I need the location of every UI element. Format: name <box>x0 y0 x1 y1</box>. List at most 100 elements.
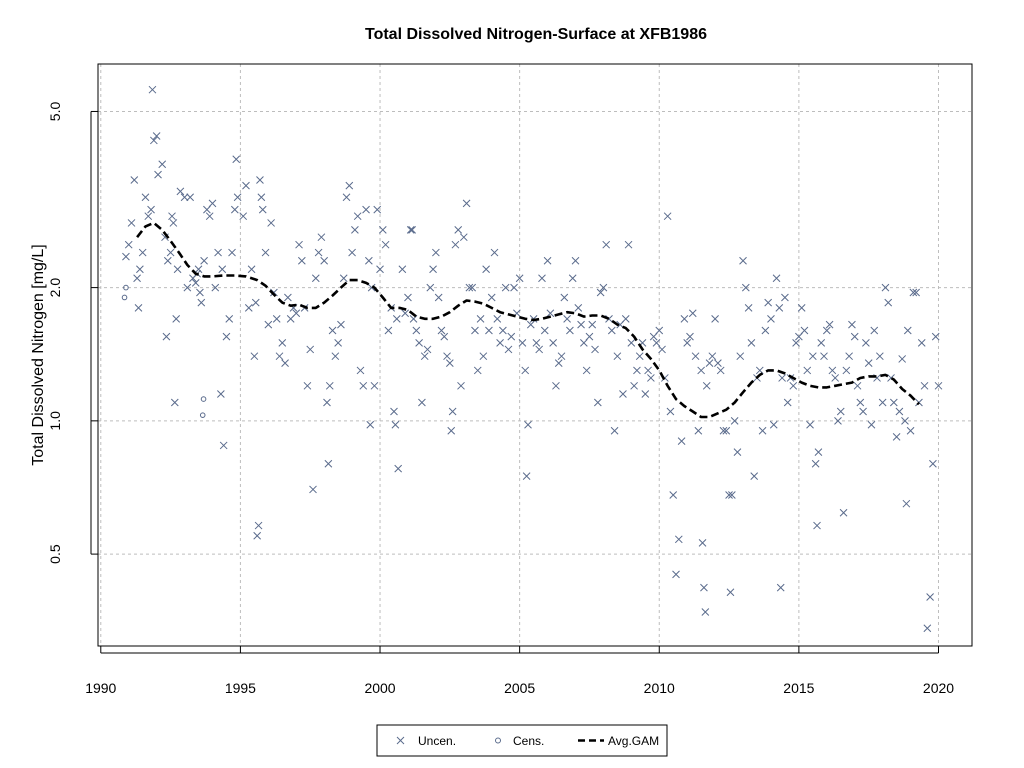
uncensored-point <box>504 345 513 354</box>
uncensored-point <box>736 352 745 361</box>
uncensored-point <box>373 205 382 214</box>
uncensored-point <box>716 366 725 375</box>
uncensored-point <box>875 352 884 361</box>
uncensored-point <box>747 339 756 347</box>
uncensored-point <box>445 359 454 368</box>
uncensored-point <box>549 339 558 347</box>
legend-label-cens: Cens. <box>513 734 544 748</box>
uncensored-point <box>686 332 694 341</box>
uncensored-point <box>580 339 588 347</box>
uncensored-point <box>158 160 167 169</box>
uncensored-point <box>761 326 770 335</box>
uncensored-point <box>124 240 133 249</box>
uncensored-point <box>599 283 608 292</box>
uncensored-point <box>454 226 463 234</box>
uncensored-point <box>783 398 792 407</box>
uncensored-point <box>473 366 482 375</box>
uncensored-point <box>362 205 370 214</box>
uncensored-point <box>398 265 407 274</box>
uncensored-point <box>323 398 331 407</box>
uncensored-point <box>758 426 767 435</box>
uncensored-point <box>588 320 597 329</box>
uncensored-point <box>390 407 398 416</box>
uncensored-point <box>859 407 867 416</box>
gam-line <box>136 221 920 419</box>
uncensored-point <box>585 332 594 341</box>
uncensored-point <box>781 293 789 302</box>
y-axis: 0.5 1.0 2.0 5.0 <box>47 102 98 564</box>
uncensored-point <box>532 339 541 347</box>
uncensored-point <box>808 352 817 361</box>
uncensored-point <box>218 265 227 274</box>
uncensored-point <box>205 212 214 221</box>
uncensored-point <box>295 240 303 249</box>
uncensored-point <box>814 448 823 456</box>
uncensored-point <box>134 304 143 312</box>
uncensored-point <box>278 339 287 347</box>
uncensored-point <box>705 359 714 368</box>
y-axis-label: Total Dissolved Nitrogen [mg/L] <box>30 244 47 465</box>
grid <box>98 64 972 646</box>
uncensored-point <box>257 193 266 202</box>
uncensored-point <box>242 181 250 190</box>
uncensored-point <box>853 381 862 390</box>
uncensored-point <box>328 326 337 335</box>
uncensored-point <box>920 381 929 390</box>
uncensored-point <box>365 256 373 265</box>
uncensored-point <box>666 407 675 416</box>
uncensored-point <box>700 583 708 592</box>
uncensored-point <box>351 226 359 234</box>
uncensored-point <box>309 485 317 494</box>
uncensored-point <box>468 283 477 292</box>
uncensored-point <box>934 381 943 390</box>
uncensored-point <box>367 283 376 292</box>
uncensored-point <box>831 374 840 382</box>
uncensored-point <box>507 332 516 341</box>
uncensored-point <box>540 326 549 335</box>
uncensored-point <box>297 256 306 265</box>
uncensored-point <box>130 176 139 184</box>
uncensored-point <box>722 426 731 435</box>
uncensored-point <box>795 332 803 341</box>
uncensored-point <box>166 248 175 257</box>
uncensored-point <box>881 283 890 292</box>
uncensored-point <box>490 248 499 257</box>
uncensored-point <box>635 352 644 361</box>
uncensored-point <box>596 288 605 297</box>
uncensored-point <box>647 374 655 382</box>
uncensored-point <box>719 426 728 435</box>
uncensored-point <box>408 226 416 234</box>
censored-point <box>123 284 129 291</box>
uncensored-point <box>404 293 412 302</box>
uncensored-point <box>593 398 602 407</box>
uncensored-point <box>663 212 672 221</box>
uncensored-point <box>613 352 622 361</box>
uncensored-point <box>522 472 531 481</box>
uncensored-point <box>571 256 580 265</box>
censored-point <box>121 294 128 301</box>
uncensored-point <box>222 332 231 341</box>
uncensored-point <box>170 398 179 407</box>
uncensored-point <box>867 420 876 429</box>
uncensored-point <box>325 381 334 390</box>
uncensored-point <box>272 314 281 323</box>
uncensored-point <box>568 274 577 283</box>
uncensored-point <box>196 288 204 297</box>
uncensored-point <box>448 407 457 416</box>
uncensored-point <box>211 283 220 292</box>
uncensored-point <box>225 314 234 323</box>
uncensored-point <box>510 283 518 292</box>
uncensored-point <box>122 252 130 261</box>
uncensored-point <box>465 283 474 292</box>
uncensored-point <box>895 407 904 416</box>
uncensored-point <box>526 320 535 329</box>
uncensored-point <box>152 132 161 140</box>
uncensored-point <box>552 381 560 390</box>
uncensored-point <box>624 240 633 249</box>
uncensored-point <box>708 352 717 361</box>
uncensored-point <box>217 390 225 398</box>
uncensored-point <box>658 345 666 354</box>
uncensored-point <box>487 293 496 302</box>
uncensored-point <box>244 304 253 312</box>
uncensored-point <box>230 205 239 214</box>
